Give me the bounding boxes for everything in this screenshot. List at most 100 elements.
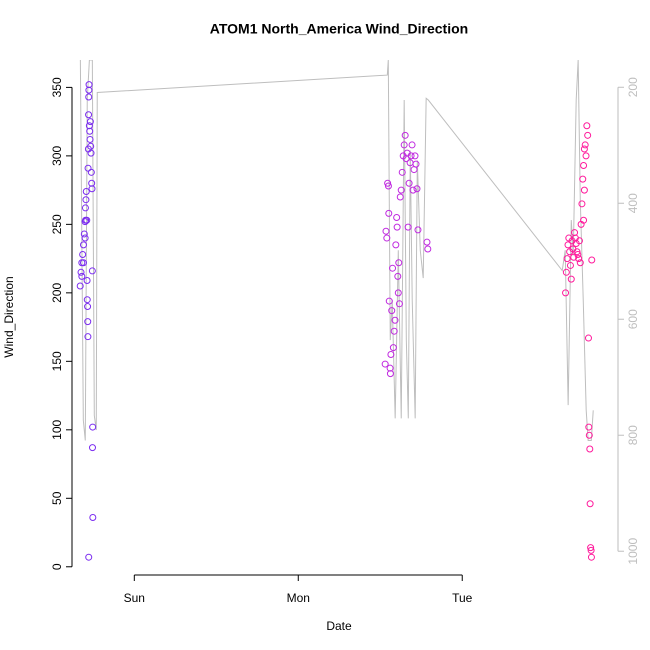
y-tick-label: 200 <box>50 283 64 303</box>
point <box>414 226 422 234</box>
point <box>79 259 87 267</box>
point <box>85 111 93 119</box>
point <box>86 135 94 143</box>
point <box>384 182 392 190</box>
point <box>82 216 90 224</box>
x-tick-label: Tue <box>452 591 473 605</box>
point <box>383 234 391 242</box>
point <box>401 131 409 139</box>
point <box>583 122 591 130</box>
line <box>79 60 594 441</box>
y-tick-label: 50 <box>50 491 64 505</box>
x-axis-label: Date <box>326 619 352 633</box>
point <box>382 227 390 235</box>
point <box>413 185 421 193</box>
point <box>82 187 90 195</box>
point <box>85 122 93 130</box>
y2-tick-label: 200 <box>626 77 640 97</box>
point <box>398 168 406 176</box>
y2-tick-label: 800 <box>626 425 640 445</box>
point <box>580 145 588 153</box>
point <box>76 282 84 290</box>
point <box>564 241 572 249</box>
point <box>83 296 91 304</box>
point <box>424 245 432 253</box>
y2-tick-label: 400 <box>626 193 640 213</box>
point <box>82 196 90 204</box>
plot-area <box>76 60 596 561</box>
point <box>77 268 85 276</box>
point <box>395 300 403 308</box>
point <box>411 152 419 160</box>
point <box>575 255 583 263</box>
point <box>394 289 402 297</box>
point <box>386 370 394 378</box>
point <box>562 289 570 297</box>
point <box>393 214 401 222</box>
point <box>408 141 416 149</box>
point <box>578 200 586 208</box>
point <box>84 164 92 172</box>
point <box>389 344 397 352</box>
point <box>78 272 86 280</box>
point <box>84 318 92 326</box>
point <box>580 161 588 169</box>
point <box>585 431 593 439</box>
point <box>87 168 95 176</box>
point <box>88 179 96 187</box>
point <box>588 256 596 264</box>
point <box>576 259 584 267</box>
point <box>587 546 595 554</box>
x-tick-label: Mon <box>287 591 310 605</box>
point <box>384 179 392 187</box>
point <box>586 445 594 453</box>
point <box>85 553 93 561</box>
point <box>88 267 96 275</box>
point <box>579 175 587 183</box>
point <box>86 118 94 126</box>
point <box>81 204 89 212</box>
point <box>85 93 93 101</box>
point <box>85 81 93 89</box>
y-tick-label: 300 <box>50 146 64 166</box>
x-tick-label: Sun <box>124 591 145 605</box>
point <box>566 261 574 269</box>
point <box>587 544 595 552</box>
y-tick-label: 350 <box>50 77 64 97</box>
point <box>580 216 588 224</box>
point <box>88 185 96 193</box>
point <box>587 553 595 561</box>
point <box>87 149 95 157</box>
point <box>585 423 593 431</box>
point <box>581 141 589 149</box>
y2-tick-label: 600 <box>626 309 640 329</box>
point <box>392 241 400 249</box>
y-tick-label: 150 <box>50 351 64 371</box>
point <box>89 513 97 521</box>
point <box>574 250 582 258</box>
point <box>584 334 592 342</box>
point <box>381 360 389 368</box>
point <box>396 193 404 201</box>
point <box>412 160 420 168</box>
point <box>385 297 393 305</box>
point <box>562 268 570 276</box>
point <box>563 255 571 263</box>
point <box>385 209 393 217</box>
point <box>89 423 97 431</box>
point <box>80 230 88 238</box>
point <box>395 259 403 267</box>
point <box>575 237 583 245</box>
point <box>390 327 398 335</box>
y-tick-label: 100 <box>50 419 64 439</box>
point <box>85 86 93 94</box>
point <box>388 307 396 315</box>
point <box>391 316 399 324</box>
point <box>81 234 89 242</box>
point <box>386 364 394 372</box>
point <box>86 127 94 135</box>
point <box>405 179 413 187</box>
point <box>397 186 405 194</box>
y-axis-label: Wind_Direction <box>2 276 16 357</box>
